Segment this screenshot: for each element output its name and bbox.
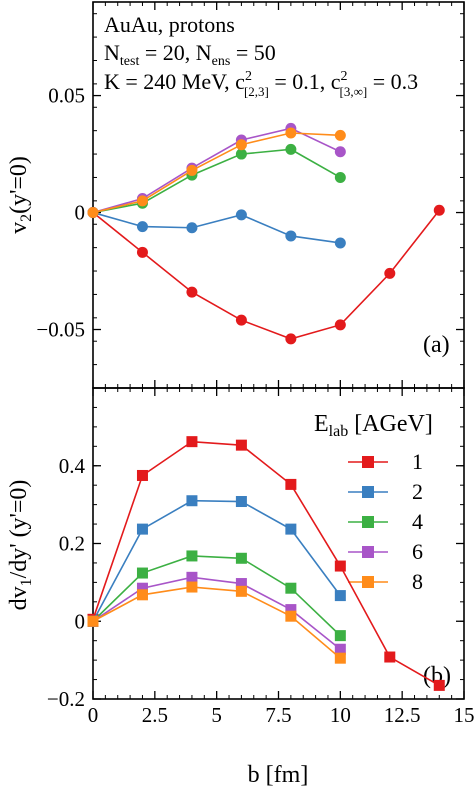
x-axis-label: b [fm] (248, 762, 309, 788)
data-point (235, 314, 247, 326)
panel-a-ylabel: v2(y'=0) (6, 156, 35, 234)
data-point (285, 333, 297, 345)
data-point (136, 582, 148, 594)
y-tick-label: 0 (75, 201, 86, 225)
series-line-8 (92, 586, 341, 659)
data-point (235, 439, 247, 451)
series-line-1 (92, 209, 440, 340)
tick-labels: 0.050−0.050.40.20−0.20 2.5 5 7.5 10 12.5 15 (36, 84, 474, 727)
panel-b-ylabel: dv1/dy' (y'=0) (6, 480, 35, 611)
data-point (334, 643, 346, 655)
y-tick-label: 0 (75, 609, 86, 633)
series-line-4 (92, 148, 341, 214)
legend: 1 2 4 6 8 (348, 449, 423, 594)
data-point (136, 589, 148, 601)
data-point (285, 143, 297, 155)
legend-label-8: 8 (412, 569, 423, 594)
annotation-line-3: K = 240 MeV, c2 [2,3] = 0.1, c2 [3,∞] = 0.… (104, 69, 418, 99)
legend-marker-4 (362, 516, 374, 528)
legend-marker-8 (362, 576, 374, 588)
series-line-8 (92, 132, 341, 214)
data-point (186, 222, 198, 234)
series-line-2 (92, 211, 341, 244)
legend-label-6: 6 (412, 539, 423, 564)
data-point (136, 567, 148, 579)
data-point (235, 139, 247, 151)
data-point (186, 286, 198, 298)
data-point (186, 581, 198, 593)
data-point (285, 604, 297, 616)
data-point (186, 495, 198, 507)
data-point (136, 523, 148, 535)
series-line-1 (92, 440, 440, 687)
data-point (186, 550, 198, 562)
data-point (334, 319, 346, 331)
data-point (334, 652, 346, 664)
data-point (136, 221, 148, 233)
data-point (285, 478, 297, 490)
data-point (285, 523, 297, 535)
series-layer (87, 122, 445, 691)
legend-title: Elab [AGeV] (314, 411, 433, 440)
y-tick-label: 0.2 (59, 532, 85, 556)
data-point (235, 148, 247, 160)
data-point (136, 195, 148, 207)
legend-marker-6 (362, 546, 374, 558)
y-tick-label: −0.2 (47, 687, 85, 711)
data-point (334, 146, 346, 158)
data-point (334, 237, 346, 249)
data-point (285, 610, 297, 622)
y-tick-label: 0.05 (48, 84, 85, 108)
legend-label-2: 2 (412, 479, 423, 504)
data-point (384, 651, 396, 663)
y-tick-label: −0.05 (36, 318, 85, 342)
annotation-line-1: AuAu, protons (104, 12, 235, 37)
data-point (334, 129, 346, 141)
legend-label-4: 4 (412, 509, 423, 534)
legend-marker-2 (362, 486, 374, 498)
data-point (235, 496, 247, 508)
data-point (235, 209, 247, 221)
data-point (285, 230, 297, 242)
data-point (235, 552, 247, 564)
data-point (285, 582, 297, 594)
data-point (334, 560, 346, 572)
x-tick-label: 7.5 (265, 703, 291, 727)
annotation-line-2: Ntest = 20, Nens = 50 (104, 40, 276, 69)
data-point (334, 630, 346, 642)
x-tick-label: 2.5 (142, 703, 168, 727)
axis-ticks (92, 2, 465, 700)
series-line-4 (92, 555, 341, 637)
data-point (136, 246, 148, 258)
series-line-6 (92, 127, 341, 214)
data-point (384, 267, 396, 279)
data-point (87, 207, 99, 219)
legend-label-1: 1 (412, 449, 423, 474)
x-tick-label: 5 (211, 703, 222, 727)
y-tick-label: 0.4 (59, 454, 86, 478)
data-point (136, 469, 148, 481)
x-tick-label: 10 (330, 703, 351, 727)
data-point (433, 204, 445, 216)
data-point (334, 171, 346, 183)
series-line-2 (92, 499, 341, 622)
x-tick-label: 15 (454, 703, 474, 727)
series-line-6 (92, 576, 341, 650)
data-point (433, 679, 445, 691)
data-point (285, 127, 297, 139)
data-point (235, 585, 247, 597)
panel-a-label: (a) (423, 332, 450, 358)
data-point (186, 436, 198, 448)
data-point (186, 571, 198, 583)
data-point (87, 615, 99, 627)
x-tick-label: 0 (88, 703, 99, 727)
x-tick-label: 12.5 (384, 703, 421, 727)
legend-marker-1 (362, 456, 374, 468)
data-point (334, 590, 346, 602)
data-point (235, 578, 247, 590)
data-point (186, 164, 198, 176)
